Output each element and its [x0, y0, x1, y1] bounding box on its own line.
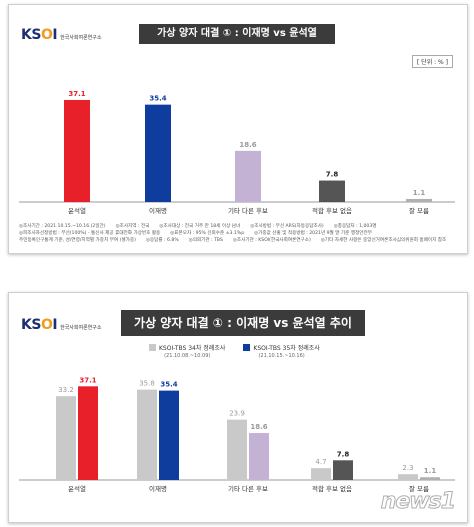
chart-title: 가상 양자 대결 ① : 이재명 vs 윤석열 추이	[121, 310, 365, 336]
bar	[159, 390, 179, 480]
logo-text: 한국사회여론연구소	[60, 325, 102, 331]
bar	[56, 396, 76, 480]
logo-mark: KSOI	[21, 317, 58, 333]
data-label: 7.8	[337, 450, 350, 458]
data-label: 35.4	[149, 95, 166, 103]
news1-watermark: news1	[380, 489, 456, 515]
note-text: ◎조사대상 : 전국 거주 만 18세 이상 남녀	[159, 224, 241, 229]
category-label: 윤석열	[68, 206, 86, 215]
note-text: ◎가중값 산출 및 적용방법 : 2021년 9월 말 기준 행정안전부	[254, 231, 372, 236]
legend-swatch	[243, 344, 251, 351]
data-label: 1.1	[424, 467, 437, 475]
bar	[78, 386, 98, 480]
note-text: ◎조사기간 : 2021.10.15.~10.16.(2일간)	[19, 224, 106, 229]
category-label: 이재명	[149, 206, 167, 215]
chart-legend: KSOI-TBS 34차 정례조사 (21.10.08.~10.09) KSOI…	[149, 343, 320, 359]
note-text: ◎피조사자선정방법 : 무선(100%) - 통신사 제공 휴대전화 가상번호 …	[19, 231, 161, 236]
category-label: 기타 다른 후보	[228, 484, 268, 493]
ksoi-logo: KSOI 한국사회여론연구소	[21, 27, 101, 43]
bar	[137, 389, 157, 480]
bar	[311, 468, 331, 480]
category-label: 이재명	[149, 484, 167, 493]
legend-swatch	[149, 344, 156, 351]
data-label: 18.6	[239, 141, 256, 149]
category-label: 잘 모름	[409, 485, 429, 493]
note-text: ◎조사기관 : KSOI(한국사회여론연구소)	[232, 238, 311, 243]
bar	[227, 419, 247, 480]
note-text: ◎조사방법 : 무선 ARS(자동응답조사)	[250, 224, 324, 229]
note-text: ◎조사지역 : 전국	[115, 224, 150, 229]
data-label: 7.8	[326, 171, 339, 179]
category-label: 적합 후보 없음	[312, 206, 352, 215]
bar	[319, 180, 345, 202]
data-label: 33.2	[58, 386, 74, 394]
bar-chart-2: 33.2 37.1 윤석열 35.8 35.4 이재명 23.9 18.6 기타 다른 후보 4.…	[19, 376, 455, 493]
data-label: 35.4	[160, 381, 177, 389]
data-label: 35.8	[139, 380, 155, 388]
legend-item-34: KSOI-TBS 34차 정례조사 (21.10.08.~10.09)	[149, 343, 225, 359]
logo-mark: KSOI	[21, 27, 58, 43]
note-text: ◎총응답자 : 1,003명	[333, 224, 377, 229]
note-row: ◎조사기간 : 2021.10.15.~10.16.(2일간) ◎조사지역 : …	[19, 223, 459, 230]
logo-text: 한국사회여론연구소	[60, 35, 102, 41]
data-label: 2.3	[402, 464, 413, 472]
unit-label: [ 단위 : % ]	[411, 55, 453, 68]
category-label: 윤석열	[68, 484, 86, 493]
data-label: 4.7	[315, 458, 326, 466]
bar	[398, 474, 418, 480]
data-label: 18.6	[250, 423, 267, 431]
survey-notes: ◎조사기간 : 2021.10.15.~10.16.(2일간) ◎조사지역 : …	[19, 223, 459, 244]
note-text: 주민등록인구통계 기준, 성/연령/지역별 가중치 부여 (셀가중)	[19, 238, 136, 243]
note-text: ◎의뢰기관 : TBS	[188, 238, 223, 243]
note-row: 주민등록인구통계 기준, 성/연령/지역별 가중치 부여 (셀가중) ◎응답률 …	[19, 237, 459, 244]
note-text: ◎기타 자세한 사항은 중앙선거여론조사심의위원회 홈페이지 참조	[320, 238, 447, 243]
bar	[420, 477, 440, 480]
legend-item-35: KSOI-TBS 35차 정례조사 (21.10.15.~10.16)	[243, 343, 320, 359]
bar	[235, 150, 261, 202]
single-survey-panel: KSOI 한국사회여론연구소 가상 양자 대결 ① : 이재명 vs 윤석열 […	[8, 4, 468, 254]
data-label: 37.1	[79, 376, 96, 384]
category-label: 잘 모름	[409, 207, 429, 215]
bar	[249, 433, 269, 480]
data-label: 37.1	[68, 90, 85, 98]
bar	[406, 198, 432, 202]
note-text: ◎표본오차 : 95% 신뢰수준 ±3.1%p	[170, 231, 245, 236]
bar	[64, 99, 90, 202]
ksoi-logo: KSOI 한국사회여론연구소	[21, 317, 101, 333]
legend-label: KSOI-TBS 35차 정례조사	[253, 345, 320, 352]
data-label: 1.1	[413, 189, 426, 197]
note-row: ◎피조사자선정방법 : 무선(100%) - 통신사 제공 휴대전화 가상번호 …	[19, 230, 459, 237]
note-text: ◎응답률 : 6.8%	[145, 238, 179, 243]
category-label: 기타 다른 후보	[228, 206, 268, 215]
trend-panel: KSOI 한국사회여론연구소 가상 양자 대결 ① : 이재명 vs 윤석열 추…	[8, 292, 468, 523]
legend-period: (21.10.15.~10.16)	[258, 353, 305, 359]
bar	[145, 104, 171, 202]
legend-label: KSOI-TBS 34차 정례조사	[159, 345, 226, 352]
bar-chart-1: 37.1 윤석열 35.4 이재명 18.6 기타 다른 후보 7.8 적합 후보 없음 1.1…	[19, 90, 455, 215]
legend-period: (21.10.08.~10.09)	[164, 353, 211, 359]
data-label: 23.9	[229, 410, 245, 418]
chart-title: 가상 양자 대결 ① : 이재명 vs 윤석열	[139, 24, 335, 44]
bar	[333, 460, 353, 480]
category-label: 적합 후보 없음	[312, 484, 352, 493]
